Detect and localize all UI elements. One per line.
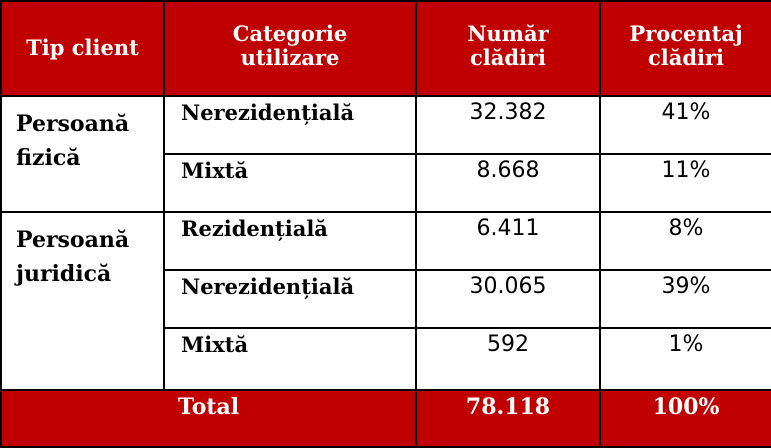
- table-row: Mixtă 592 1%: [1, 327, 771, 391]
- table-row: Persoană fizică Nerezidențială 32.382 41…: [0, 95, 771, 213]
- total-count: 78.118: [415, 389, 601, 448]
- count-cell: 32.382: [415, 95, 601, 155]
- client-type-line1: Persoană: [16, 227, 130, 253]
- client-type-line2: juridică: [16, 261, 112, 287]
- header-numar-line1: Număr: [467, 20, 549, 46]
- category-cell: Mixtă: [163, 327, 417, 391]
- table-header: Tip client Categorie utilizare Număr clă…: [0, 0, 771, 97]
- table-row: Persoană juridică Rezidențială 6.411 8%: [0, 211, 771, 391]
- percent-cell: 41%: [599, 95, 771, 155]
- client-type-cell: Persoană juridică: [0, 211, 165, 391]
- client-type-cell: Persoană fizică: [0, 95, 165, 213]
- total-row: Total 78.118 100%: [0, 389, 771, 448]
- total-percent: 100%: [599, 389, 771, 448]
- header-procentaj: Procentaj clădiri: [599, 0, 771, 97]
- header-categorie: Categorie utilizare: [163, 0, 417, 97]
- table-row: Nerezidențială 30.065 39%: [1, 269, 771, 329]
- header-procentaj-line1: Procentaj: [629, 20, 743, 46]
- count-cell: 30.065: [415, 269, 601, 329]
- category-cell: Nerezidențială: [163, 269, 417, 329]
- category-cell: Mixtă: [163, 153, 417, 213]
- table-row: Mixtă 8.668 11%: [1, 153, 771, 213]
- percent-cell: 11%: [599, 153, 771, 213]
- header-categorie-line1: Categorie: [232, 20, 348, 46]
- header-numar-line2: clădiri: [469, 44, 547, 70]
- header-row: Tip client Categorie utilizare Număr clă…: [0, 0, 771, 97]
- category-cell: Rezidențială: [163, 211, 417, 271]
- percent-cell: 1%: [599, 327, 771, 391]
- count-cell: 8.668: [415, 153, 601, 213]
- table-body: Persoană fizică Nerezidențială 32.382 41…: [0, 95, 771, 391]
- count-cell: 6.411: [415, 211, 601, 271]
- category-cell: Nerezidențială: [163, 95, 417, 155]
- header-categorie-line2: utilizare: [240, 44, 340, 70]
- percent-cell: 8%: [599, 211, 771, 271]
- total-label: Total: [0, 389, 417, 448]
- percent-cell: 39%: [599, 269, 771, 329]
- header-tip-client-label: Tip client: [26, 34, 139, 60]
- count-cell: 592: [415, 327, 601, 391]
- header-tip-client: Tip client: [0, 0, 165, 97]
- header-numar: Număr clădiri: [415, 0, 601, 97]
- header-procentaj-line2: clădiri: [647, 44, 725, 70]
- client-type-line2: fizică: [16, 145, 81, 171]
- table-footer: Total 78.118 100%: [0, 389, 771, 448]
- client-type-line1: Persoană: [16, 111, 130, 137]
